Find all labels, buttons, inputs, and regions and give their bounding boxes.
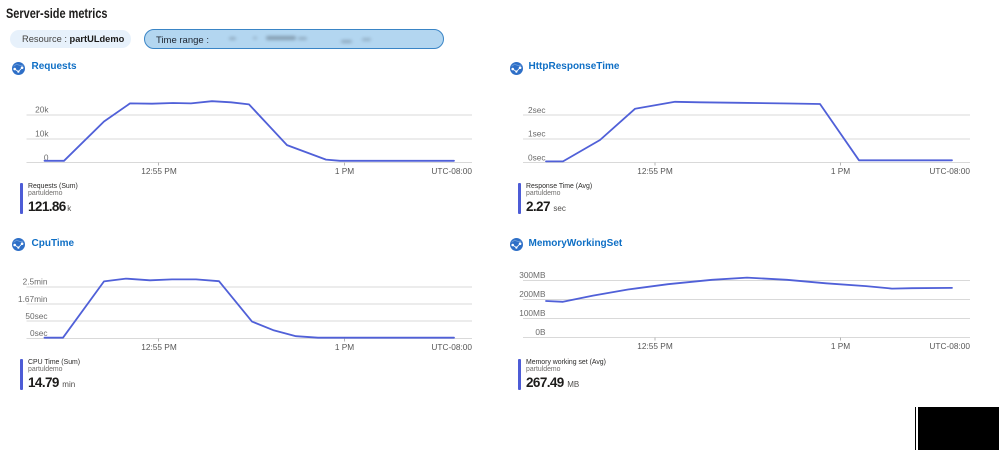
svg-text:UTC-08:00: UTC-08:00 bbox=[929, 341, 970, 351]
svg-text:200MB: 200MB bbox=[519, 289, 546, 299]
svg-text:0: 0 bbox=[44, 152, 49, 162]
svg-text:2.5min: 2.5min bbox=[23, 277, 48, 287]
svg-text:100MB: 100MB bbox=[519, 308, 546, 318]
svg-text:12:55 PM: 12:55 PM bbox=[141, 342, 177, 352]
svg-text:1 PM: 1 PM bbox=[831, 166, 850, 176]
svg-text:12:55 PM: 12:55 PM bbox=[637, 166, 673, 176]
svg-text:1.67min: 1.67min bbox=[18, 294, 48, 304]
svg-text:1 PM: 1 PM bbox=[335, 166, 354, 176]
svg-text:0B: 0B bbox=[535, 327, 546, 337]
svg-text:0sec: 0sec bbox=[528, 152, 546, 162]
svg-text:300MB: 300MB bbox=[519, 270, 546, 280]
svg-text:0sec: 0sec bbox=[30, 328, 48, 338]
svg-text:20k: 20k bbox=[35, 105, 49, 115]
svg-text:UTC-08:00: UTC-08:00 bbox=[431, 342, 472, 352]
svg-text:UTC-08:00: UTC-08:00 bbox=[431, 166, 472, 176]
svg-text:2sec: 2sec bbox=[528, 105, 546, 115]
svg-text:1 PM: 1 PM bbox=[831, 341, 850, 351]
svg-text:10k: 10k bbox=[35, 129, 49, 139]
svg-text:UTC-08:00: UTC-08:00 bbox=[929, 166, 970, 176]
svg-text:50sec: 50sec bbox=[25, 311, 47, 321]
svg-text:12:55 PM: 12:55 PM bbox=[141, 166, 177, 176]
svg-text:1 PM: 1 PM bbox=[335, 342, 354, 352]
svg-text:1sec: 1sec bbox=[528, 129, 546, 139]
svg-text:12:55 PM: 12:55 PM bbox=[637, 341, 673, 351]
